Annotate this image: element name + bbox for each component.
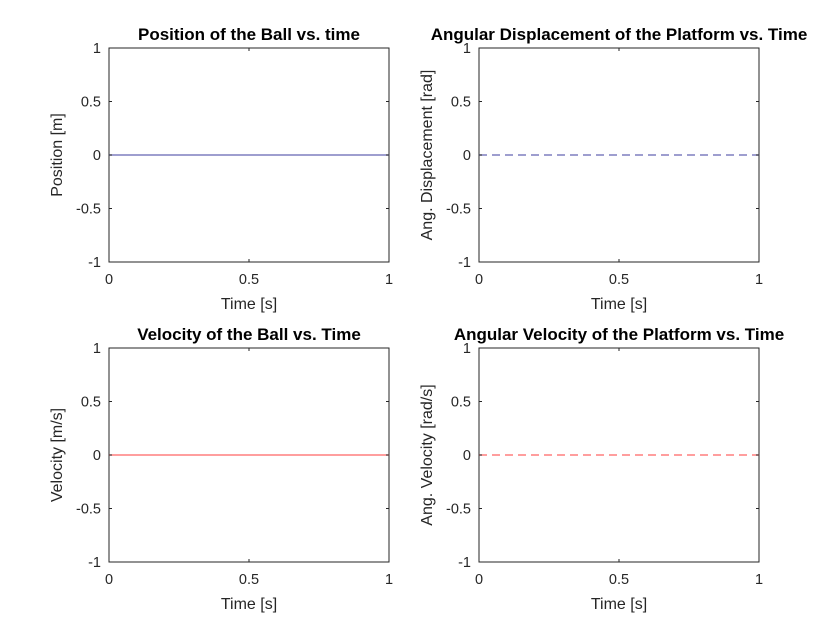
chart-title: Angular Velocity of the Platform vs. Tim… [454,325,784,344]
chart-title: Velocity of the Ball vs. Time [137,325,361,344]
x-tick-label: 0.5 [609,272,629,288]
y-tick-label: 0 [93,148,101,164]
y-tick-label: 0.5 [81,395,101,411]
y-tick-label: 0 [463,148,471,164]
y-tick-label: -1 [88,555,101,571]
x-tick-label: 1 [385,272,393,288]
y-tick-label: 1 [463,41,471,57]
y-axis-label: Velocity [m/s] [49,408,66,502]
subplot-3: 0 0.5 1 -1 -0.5 0 0.5 1 Velocity of the Ball vs.… [49,325,393,613]
x-tick-label: 0.5 [609,572,629,588]
y-tick-label: 0.5 [451,395,471,411]
x-axis-label: Time [s] [221,296,277,313]
y-tick-label: 1 [93,341,101,357]
y-axis-label: Ang. Displacement [rad] [419,70,436,241]
y-tick-label: -0.5 [446,502,471,518]
y-tick-label: 0.5 [81,95,101,111]
chart-title: Angular Displacement of the Platform vs.… [431,25,808,44]
chart-title: Position of the Ball vs. time [138,25,360,44]
y-tick-label: -0.5 [76,202,101,218]
x-tick-label: 0 [475,572,483,588]
x-tick-label: 0 [105,272,113,288]
x-tick-label: 0 [105,572,113,588]
x-tick-label: 0.5 [239,572,259,588]
x-tick-label: 1 [755,272,763,288]
y-tick-label: 0 [93,448,101,464]
y-tick-label: -1 [88,255,101,271]
x-axis-label: Time [s] [221,596,277,613]
y-tick-label: -1 [458,555,471,571]
y-axis-label: Ang. Velocity [rad/s] [419,384,436,525]
y-tick-label: 1 [93,41,101,57]
y-tick-label: 1 [463,341,471,357]
x-tick-label: 1 [755,572,763,588]
y-tick-label: -0.5 [446,202,471,218]
subplot-1: 0 0.5 1 -1 -0.5 0 0.5 1 Position of the Ball vs.… [49,25,393,313]
x-axis-label: Time [s] [591,296,647,313]
y-tick-label: 0.5 [451,95,471,111]
y-axis-label: Position [m] [49,113,66,197]
y-tick-label: -0.5 [76,502,101,518]
y-tick-label: 0 [463,448,471,464]
x-tick-label: 0 [475,272,483,288]
x-axis-label: Time [s] [591,596,647,613]
x-tick-label: 1 [385,572,393,588]
x-tick-label: 0.5 [239,272,259,288]
y-tick-label: -1 [458,255,471,271]
